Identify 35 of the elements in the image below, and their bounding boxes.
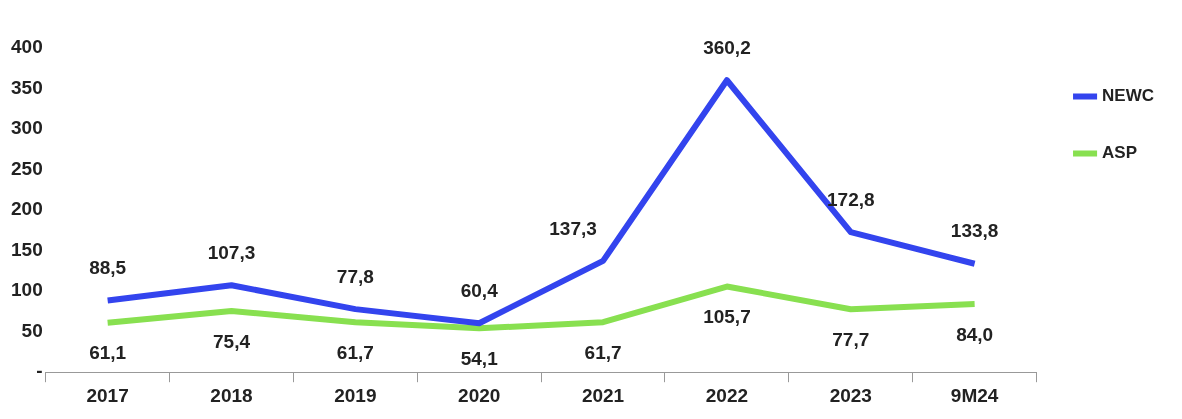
y-tick-label: 100 [11,279,43,301]
data-label: 77,8 [336,265,374,287]
data-label: 105,7 [703,306,751,328]
y-tick-label: 400 [11,36,43,58]
x-tick-label: 2021 [581,384,625,406]
y-tick-label: 300 [11,117,43,139]
y-tick-label: 150 [11,238,43,260]
data-label: 137,3 [549,217,597,239]
x-tick-label: 2023 [829,384,872,406]
data-label: 107,3 [207,241,256,263]
data-label: 54,1 [460,348,499,370]
x-tick-label: 2018 [210,384,253,406]
data-label: 172,8 [827,188,875,210]
y-tick-label: 200 [11,198,43,220]
data-label: 77,7 [832,328,870,350]
legend-label: NEWC [1102,86,1155,106]
y-tick-label: 50 [21,319,43,341]
data-label: 75,4 [212,330,251,352]
data-label: 133,8 [950,220,999,242]
data-label: 61,1 [89,342,127,364]
data-label: 61,7 [584,341,622,363]
x-tick-label: 9M24 [950,384,999,406]
x-tick-label: 2022 [705,384,749,406]
data-label: 88,5 [89,257,127,279]
data-label: 360,2 [703,36,751,58]
data-label: 84,0 [956,323,994,345]
y-tick-label: - [36,360,43,382]
x-tick-label: 2017 [86,384,129,406]
x-tick-label: 2020 [458,384,501,406]
y-tick-label: 350 [11,76,43,98]
x-tick-label: 2019 [334,384,377,406]
data-label: 60,4 [460,279,499,301]
data-label: 61,7 [336,341,374,363]
legend-label: ASP [1102,143,1138,163]
y-tick-label: 250 [11,157,43,179]
